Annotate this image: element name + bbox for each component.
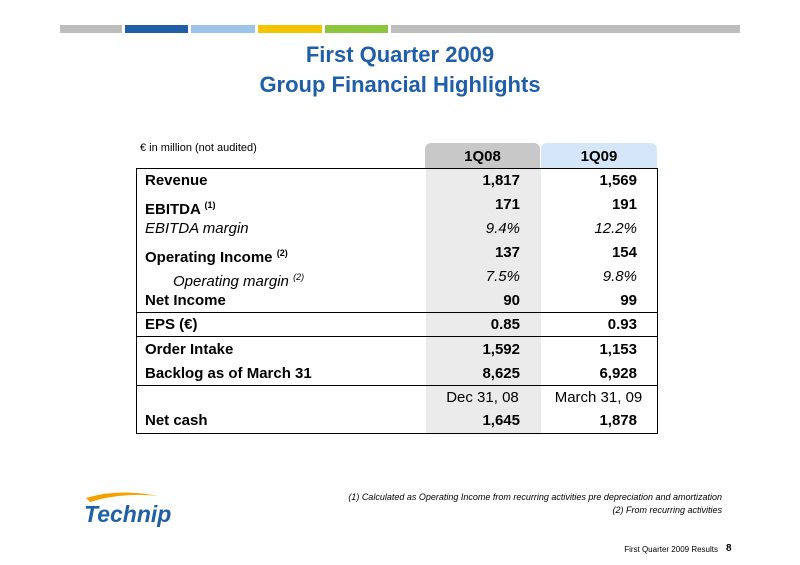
cell: 1,153 [599, 341, 637, 358]
row: Operating margin (2) 7.5% 9.8% [137, 265, 657, 290]
column-header: 1Q09 [541, 143, 657, 169]
cell: 9.8% [602, 268, 637, 285]
cell: 12.2% [594, 220, 637, 237]
row: Revenue 1,817 1,569 [137, 169, 657, 193]
color-bar [125, 25, 188, 33]
color-bar [325, 25, 388, 33]
table [136, 168, 658, 434]
cell: 154 [611, 244, 637, 261]
cell: 1,878 [599, 412, 637, 429]
label: Net cash [145, 412, 208, 429]
cell: 7.5% [485, 268, 520, 285]
cell: 1,592 [482, 341, 520, 358]
label: Order Intake [145, 341, 234, 358]
unit-note: € in million (not audited) [140, 142, 257, 154]
column-header: 1Q08 [425, 143, 540, 169]
column-shade [426, 169, 541, 433]
label: Operating Income [145, 249, 273, 266]
row: Dec 31, 08 March 31, 09 [137, 386, 657, 410]
row: EBITDA margin 9.4% 12.2% [137, 217, 657, 241]
note-ref: (2) [276, 248, 288, 258]
color-bar [391, 25, 740, 33]
separator [137, 385, 657, 386]
separator [137, 336, 657, 337]
cell: 1,645 [482, 412, 520, 429]
cell: 6,928 [599, 365, 637, 382]
cell: 0.93 [607, 316, 637, 333]
subtitle: Group Financial Highlights [259, 72, 541, 97]
label: EBITDA margin [145, 220, 249, 237]
page-number: 8 [726, 543, 732, 554]
row: Operating Income (2) 137 154 [137, 241, 657, 266]
label: EPS (€) [145, 316, 198, 333]
logo-swoosh [86, 492, 158, 502]
row: EPS (€) 0.85 0.93 [137, 313, 657, 337]
row: Backlog as of March 31 8,625 6,928 [137, 362, 657, 386]
footnote: (1) Calculated as Operating Income from … [348, 492, 722, 502]
note-ref: (2) [293, 272, 305, 282]
cell: 0.85 [490, 316, 520, 333]
cell: 1,569 [599, 172, 637, 189]
row: Net cash 1,645 1,878 [137, 409, 657, 433]
footer-text: First Quarter 2009 Results [624, 545, 718, 554]
title: First Quarter 2009 [305, 42, 495, 67]
cell: Dec 31, 08 [446, 389, 519, 406]
cell: March 31, 09 [554, 389, 643, 406]
cell: 8,625 [482, 365, 520, 382]
footnote: (2) From recurring activities [612, 505, 722, 515]
color-bar [191, 25, 255, 33]
cell: 137 [494, 244, 520, 261]
note-ref: (1) [204, 200, 216, 210]
cell: 1,817 [482, 172, 520, 189]
cell: 99 [620, 292, 637, 309]
logo-text: Technip [84, 501, 171, 527]
label: EBITDA [145, 201, 201, 218]
label: Revenue [145, 172, 208, 189]
row: Net Income 90 99 [137, 289, 657, 313]
cell: 9.4% [485, 220, 520, 237]
cell: 191 [611, 196, 637, 213]
row: Order Intake 1,592 1,153 [137, 338, 657, 362]
label: Operating margin [173, 273, 289, 290]
label: Backlog as of March 31 [145, 365, 312, 382]
color-bar [60, 25, 122, 33]
separator [137, 312, 657, 313]
label: Net Income [145, 292, 226, 309]
cell: 90 [503, 292, 520, 309]
logo: Technip [84, 492, 171, 527]
cell: 171 [494, 196, 520, 213]
row: EBITDA (1) 171 191 [137, 193, 657, 218]
color-bar [258, 25, 322, 33]
